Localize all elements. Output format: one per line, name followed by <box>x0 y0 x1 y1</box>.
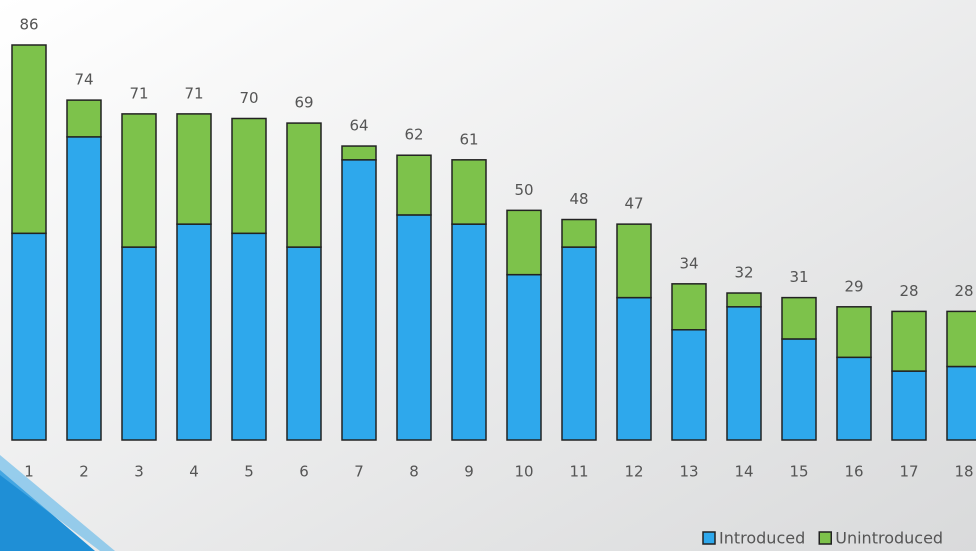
bar-segment <box>121 113 157 248</box>
total-label: 69 <box>294 94 313 112</box>
x-tick-label: 12 <box>624 463 643 481</box>
x-tick-label: 13 <box>679 463 698 481</box>
bar-segment <box>561 246 597 441</box>
bar-segment <box>451 223 487 441</box>
bar-segment <box>11 232 47 441</box>
total-label: 70 <box>239 89 258 107</box>
total-label: 71 <box>129 84 148 102</box>
bar-segment <box>286 246 322 441</box>
x-tick-label: 11 <box>569 463 588 481</box>
bar-segment <box>121 246 157 441</box>
bar-segment <box>946 365 976 441</box>
bar-segment <box>506 273 542 441</box>
bar-segment <box>11 44 47 235</box>
total-label: 29 <box>844 277 863 295</box>
total-label: 48 <box>569 190 588 208</box>
bar-segment <box>451 159 487 225</box>
bar-segment <box>671 283 707 331</box>
total-label: 74 <box>74 71 93 89</box>
bar-segment <box>66 99 102 138</box>
x-tick-label: 9 <box>464 463 474 481</box>
bar-segment <box>341 159 377 441</box>
x-tick-label: 7 <box>354 463 364 481</box>
bar-segment <box>66 136 102 441</box>
decoration <box>0 455 115 551</box>
x-tick-label: 17 <box>899 463 918 481</box>
bar-segment <box>781 338 817 441</box>
bar-segment <box>561 218 597 248</box>
x-tick-label: 8 <box>409 463 419 481</box>
bar-segment <box>176 223 212 441</box>
x-tick-label: 18 <box>954 463 973 481</box>
x-tick-label: 4 <box>189 463 199 481</box>
bar-segment <box>891 370 927 441</box>
total-label: 62 <box>404 126 423 144</box>
x-tick-label: 6 <box>299 463 309 481</box>
total-label: 34 <box>679 254 698 272</box>
total-label: 47 <box>624 195 643 213</box>
bar-segment <box>231 232 267 441</box>
bar-segment <box>671 329 707 441</box>
bar-segment <box>946 310 976 368</box>
bar-segment <box>396 214 432 441</box>
legend-label: Unintroduced <box>835 529 943 548</box>
total-label: 28 <box>899 282 918 300</box>
bar-segment <box>506 209 542 276</box>
bar-segment <box>341 145 377 161</box>
x-tick-label: 15 <box>789 463 808 481</box>
total-label: 31 <box>789 268 808 286</box>
bar-segment <box>726 292 762 308</box>
x-tick-label: 1 <box>24 463 34 481</box>
legend-swatch <box>702 531 716 545</box>
total-label: 32 <box>734 264 753 282</box>
bar-segment <box>726 306 762 441</box>
total-label: 86 <box>19 16 38 34</box>
bar-segment <box>286 122 322 248</box>
x-tick-label: 14 <box>734 463 753 481</box>
x-tick-label: 10 <box>514 463 533 481</box>
total-label: 71 <box>184 84 203 102</box>
total-label: 61 <box>459 130 478 148</box>
legend-label: Introduced <box>719 529 805 548</box>
x-tick-label: 16 <box>844 463 863 481</box>
total-label: 50 <box>514 181 533 199</box>
bar-segment <box>396 154 432 216</box>
x-tick-label: 3 <box>134 463 144 481</box>
legend-swatch <box>818 531 832 545</box>
bar-segment <box>836 306 872 359</box>
bar-segment <box>176 113 212 225</box>
bar-segment <box>836 356 872 441</box>
bar-segment <box>891 310 927 372</box>
bar-segment <box>781 296 817 340</box>
bar-segment <box>616 223 652 299</box>
bar-segment <box>616 296 652 441</box>
total-label: 64 <box>349 117 368 135</box>
x-tick-label: 5 <box>244 463 254 481</box>
bar-segment <box>231 117 267 235</box>
x-tick-label: 2 <box>79 463 89 481</box>
total-label: 28 <box>954 282 973 300</box>
